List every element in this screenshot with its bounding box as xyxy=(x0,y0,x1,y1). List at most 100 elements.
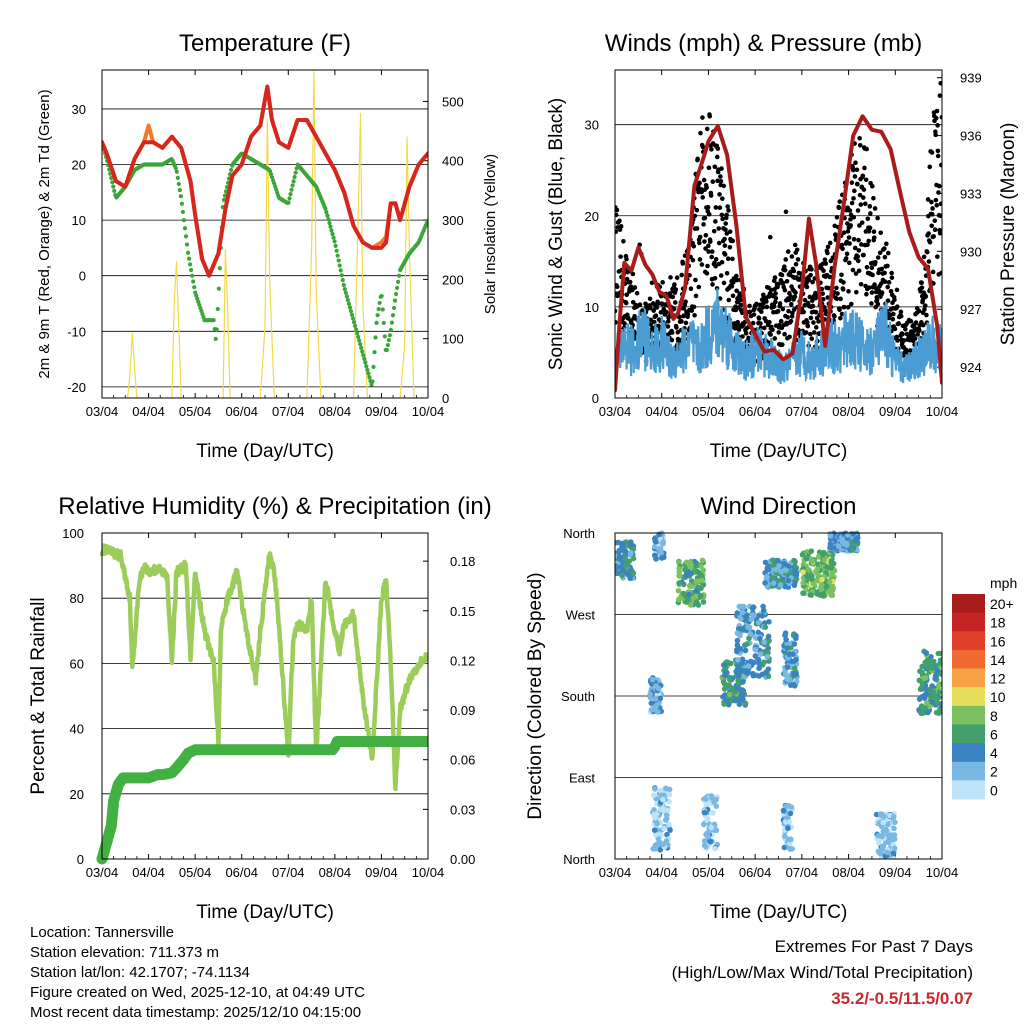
y2-tick-label: 0.12 xyxy=(450,653,475,668)
gust-point xyxy=(773,291,778,296)
gust-point xyxy=(841,304,847,310)
direction-point xyxy=(781,833,788,839)
gust-point xyxy=(762,325,767,331)
direction-point xyxy=(891,856,897,859)
gust-point xyxy=(930,269,936,275)
y-tick-label: North xyxy=(563,526,595,541)
direction-point xyxy=(686,591,692,598)
direction-point xyxy=(700,567,707,574)
x-tick-label: 08/04 xyxy=(832,404,865,419)
direction-point xyxy=(923,650,930,656)
gust-point xyxy=(710,179,716,184)
gust-point xyxy=(767,234,773,240)
gust-point xyxy=(861,252,866,258)
direction-point xyxy=(820,593,827,599)
direction-point xyxy=(880,819,886,826)
direction-point xyxy=(651,535,658,542)
dewpoint-point xyxy=(112,188,117,193)
colorbar-level-label: 18 xyxy=(990,615,1006,631)
gust-point xyxy=(863,177,869,183)
direction-point xyxy=(922,695,928,702)
gust-point xyxy=(679,272,685,278)
direction-point xyxy=(749,612,756,618)
direction-point xyxy=(762,559,769,566)
gust-point xyxy=(871,229,877,234)
gust-point xyxy=(712,275,718,281)
direction-point xyxy=(755,612,761,619)
dewpoint-point xyxy=(182,226,188,231)
gust-point xyxy=(867,204,873,209)
direction-point xyxy=(791,557,797,564)
plot-area xyxy=(615,530,942,859)
gust-point xyxy=(722,252,728,257)
gust-point xyxy=(772,336,778,341)
direction-point xyxy=(739,626,745,632)
gust-point xyxy=(903,347,909,353)
direction-point xyxy=(799,551,806,558)
gust-point xyxy=(747,303,752,309)
created-text: Figure created on Wed, 2025-12-10, at 04… xyxy=(30,984,365,1001)
gust-point xyxy=(623,300,629,306)
gust-point xyxy=(839,272,844,278)
colorbar-swatch xyxy=(952,668,985,688)
gust-point xyxy=(713,205,719,210)
colorbar-swatch xyxy=(952,724,985,744)
x-tick-label: 06/04 xyxy=(739,404,772,419)
gust-point xyxy=(727,229,733,234)
gust-point xyxy=(705,204,711,210)
dewpoint-point xyxy=(332,239,337,244)
dewpoint-point xyxy=(323,206,328,211)
gust-point xyxy=(701,177,707,183)
direction-point xyxy=(916,677,923,684)
gust-point xyxy=(710,282,715,287)
series-solar-insolation xyxy=(126,71,415,398)
direction-point xyxy=(682,566,689,572)
plot-frame xyxy=(101,69,429,399)
direction-point xyxy=(676,569,683,575)
gust-point xyxy=(734,288,739,294)
dewpoint-point xyxy=(359,345,364,350)
y-tick-label: 60 xyxy=(70,656,84,671)
gust-point xyxy=(634,290,640,296)
gust-point xyxy=(895,338,900,343)
gust-point xyxy=(874,297,880,303)
gust-point xyxy=(671,306,677,312)
gust-point xyxy=(937,93,942,98)
gust-point xyxy=(773,295,779,301)
dewpoint-point xyxy=(344,294,349,299)
direction-point xyxy=(818,586,825,592)
dewpoint-point xyxy=(346,301,352,306)
gust-point xyxy=(849,200,855,206)
gust-point xyxy=(615,284,620,290)
dewpoint-point xyxy=(367,375,372,380)
dewpoint-point xyxy=(373,335,378,340)
direction-point xyxy=(615,539,622,546)
gust-point xyxy=(845,229,851,234)
gust-point xyxy=(760,305,766,310)
y-tick-label: 20 xyxy=(70,787,84,802)
gust-point xyxy=(653,313,659,318)
direction-point xyxy=(938,657,942,663)
dewpoint-point xyxy=(336,258,341,263)
gust-point xyxy=(854,289,859,295)
dewpoint-point xyxy=(192,285,197,290)
series-station-pressure xyxy=(615,114,942,393)
direction-point xyxy=(935,682,942,689)
dewpoint-point xyxy=(390,313,396,318)
gust-point xyxy=(786,297,792,303)
gust-point xyxy=(869,265,875,271)
dewpoint-point xyxy=(290,183,295,188)
gust-point xyxy=(838,296,843,302)
colorbar-swatch xyxy=(952,612,985,632)
y2-tick-label: 0.15 xyxy=(450,604,475,619)
direction-point xyxy=(661,554,667,561)
x-tick-label: 09/04 xyxy=(365,404,398,419)
gust-point xyxy=(916,308,922,314)
direction-point xyxy=(776,563,782,569)
gust-point xyxy=(888,289,894,294)
gust-point xyxy=(923,294,929,299)
direction-point xyxy=(648,700,655,706)
y-tick-label: 0 xyxy=(592,391,599,406)
gust-point xyxy=(845,304,851,310)
direction-point xyxy=(778,568,785,575)
